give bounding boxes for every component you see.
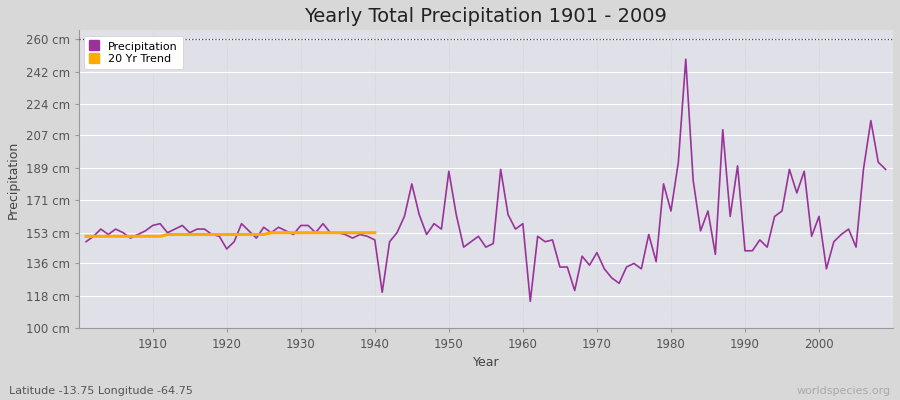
20 Yr Trend (192, 232, 202, 237)
20 Yr Trend (310, 230, 321, 235)
20 Yr Trend (125, 234, 136, 239)
20 Yr Trend (295, 230, 306, 235)
Precipitation (302, 223, 313, 228)
20 Yr Trend (169, 232, 180, 237)
20 Yr Trend (369, 230, 380, 235)
20 Yr Trend (81, 234, 92, 239)
20 Yr Trend (251, 232, 262, 237)
Line: 20 Yr Trend: 20 Yr Trend (86, 233, 374, 236)
20 Yr Trend (236, 232, 247, 237)
20 Yr Trend (347, 230, 358, 235)
Line: Precipitation: Precipitation (86, 59, 886, 301)
Text: worldspecies.org: worldspecies.org (796, 386, 891, 396)
20 Yr Trend (229, 232, 239, 237)
20 Yr Trend (155, 234, 166, 239)
20 Yr Trend (266, 230, 276, 235)
Text: Latitude -13.75 Longitude -64.75: Latitude -13.75 Longitude -64.75 (9, 386, 193, 396)
20 Yr Trend (148, 234, 158, 239)
20 Yr Trend (281, 230, 292, 235)
Title: Yearly Total Precipitation 1901 - 2009: Yearly Total Precipitation 1901 - 2009 (304, 7, 667, 26)
20 Yr Trend (103, 234, 113, 239)
20 Yr Trend (244, 232, 255, 237)
20 Yr Trend (111, 234, 122, 239)
20 Yr Trend (302, 230, 313, 235)
Precipitation (614, 281, 625, 286)
Precipitation (81, 239, 92, 244)
20 Yr Trend (132, 234, 143, 239)
Precipitation (880, 167, 891, 172)
20 Yr Trend (177, 232, 188, 237)
20 Yr Trend (332, 230, 343, 235)
Y-axis label: Precipitation: Precipitation (7, 140, 20, 218)
20 Yr Trend (362, 230, 373, 235)
20 Yr Trend (118, 234, 129, 239)
20 Yr Trend (355, 230, 365, 235)
20 Yr Trend (214, 232, 225, 237)
20 Yr Trend (140, 234, 150, 239)
20 Yr Trend (199, 232, 210, 237)
Precipitation (347, 236, 358, 240)
Precipitation (518, 221, 528, 226)
20 Yr Trend (162, 232, 173, 237)
Precipitation (525, 299, 535, 304)
20 Yr Trend (325, 230, 336, 235)
20 Yr Trend (340, 230, 351, 235)
20 Yr Trend (318, 230, 328, 235)
20 Yr Trend (288, 230, 299, 235)
Precipitation (680, 57, 691, 62)
Precipitation (140, 228, 150, 233)
20 Yr Trend (274, 230, 284, 235)
X-axis label: Year: Year (472, 356, 500, 369)
20 Yr Trend (258, 232, 269, 237)
20 Yr Trend (206, 232, 217, 237)
20 Yr Trend (184, 232, 195, 237)
20 Yr Trend (88, 234, 99, 239)
20 Yr Trend (221, 232, 232, 237)
Precipitation (510, 227, 521, 232)
Legend: Precipitation, 20 Yr Trend: Precipitation, 20 Yr Trend (85, 36, 183, 69)
20 Yr Trend (95, 234, 106, 239)
